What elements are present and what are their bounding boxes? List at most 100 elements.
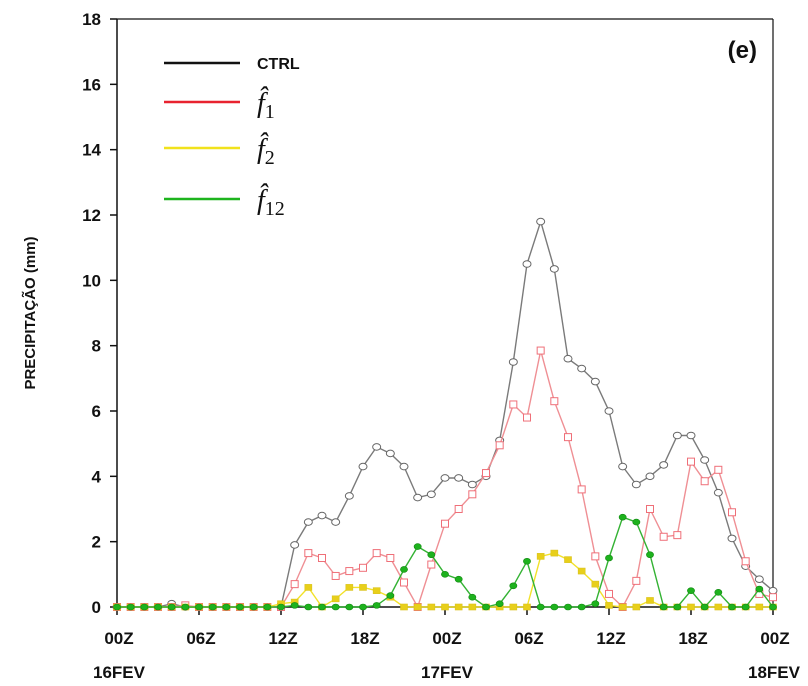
data-point [427, 560, 436, 569]
y-tick-label: 18 [82, 10, 101, 29]
data-point [509, 400, 518, 409]
data-point [768, 586, 778, 595]
data-point [536, 217, 546, 226]
legend-label: f̂2 [257, 133, 275, 169]
data-point [400, 566, 408, 573]
data-point [700, 456, 710, 464]
data-point [632, 603, 641, 611]
data-point [672, 431, 682, 440]
x-tick-label: 12Z [268, 629, 297, 648]
data-point [318, 603, 326, 611]
data-point [769, 593, 777, 602]
data-point [413, 603, 422, 611]
data-point [645, 472, 655, 481]
data-point [523, 413, 531, 422]
data-point [154, 603, 162, 611]
data-point [604, 407, 614, 415]
data-point [468, 593, 477, 601]
data-point [441, 519, 449, 528]
data-point [549, 265, 559, 273]
data-point [700, 603, 709, 611]
data-point [304, 549, 313, 558]
data-point [181, 603, 190, 611]
data-point [372, 602, 381, 609]
data-point [331, 571, 340, 580]
data-point [536, 346, 545, 355]
data-point [468, 603, 477, 611]
data-point [728, 508, 736, 517]
data-point [345, 584, 354, 591]
y-tick-label: 8 [92, 337, 101, 356]
date-label: 17FEV [421, 663, 474, 682]
legend-label: CTRL [257, 56, 300, 73]
data-point [303, 518, 313, 526]
data-point [673, 603, 682, 611]
y-tick-label: 10 [82, 271, 101, 290]
y-tick-label: 2 [92, 533, 101, 552]
data-point [509, 582, 518, 590]
y-tick-label: 16 [82, 75, 101, 94]
data-point [167, 603, 176, 611]
data-point [563, 354, 573, 363]
series-0 [112, 217, 778, 611]
legend: CTRL f̂1 f̂2 f̂12 [164, 56, 300, 220]
x-axis-date-labels: 16FEV 17FEV 18FEV [93, 663, 801, 682]
data-point [523, 557, 531, 565]
data-point [714, 588, 723, 596]
data-point [454, 505, 463, 513]
data-point [331, 595, 340, 603]
data-point [509, 603, 518, 611]
legend-item: f̂1 [164, 87, 275, 123]
series-3 [113, 513, 777, 611]
y-tick-label: 0 [92, 598, 101, 617]
data-point [454, 603, 463, 611]
data-point [536, 603, 545, 611]
legend-label: f̂12 [257, 184, 285, 220]
data-point [687, 603, 695, 611]
data-point [618, 462, 628, 471]
y-tick-label: 14 [82, 141, 101, 160]
data-point [440, 474, 450, 482]
data-point [290, 602, 299, 609]
data-point [577, 603, 586, 611]
data-point [399, 462, 409, 471]
data-point [591, 580, 600, 588]
data-point [741, 557, 750, 566]
data-point [331, 518, 341, 526]
data-point [646, 597, 654, 604]
x-tick-label: 00Z [104, 629, 133, 648]
data-point [618, 513, 627, 521]
x-tick-label: 06Z [514, 629, 543, 648]
data-point [441, 603, 449, 611]
data-point [413, 543, 422, 550]
legend-item: f̂2 [164, 133, 275, 169]
data-point [427, 603, 436, 611]
data-point [317, 511, 327, 520]
data-point [550, 603, 559, 611]
data-point [195, 603, 203, 611]
data-point [468, 490, 477, 499]
data-point [577, 567, 586, 575]
data-point [590, 377, 600, 386]
data-point [632, 518, 641, 526]
legend-item: f̂12 [164, 184, 285, 220]
data-point [564, 603, 572, 611]
data-point [386, 592, 395, 599]
data-point [359, 584, 367, 591]
data-point [741, 603, 750, 611]
data-point [536, 553, 545, 560]
data-point [659, 532, 668, 541]
data-point [372, 587, 381, 594]
data-point [331, 603, 340, 611]
data-point [687, 457, 695, 466]
data-point [359, 563, 367, 572]
data-point [754, 575, 764, 584]
series-line [117, 552, 773, 608]
data-point [523, 603, 531, 611]
data-point [605, 602, 613, 609]
data-point [495, 600, 504, 608]
data-point [358, 462, 368, 471]
data-point [413, 493, 423, 502]
data-point [714, 465, 723, 474]
data-point [454, 575, 463, 583]
